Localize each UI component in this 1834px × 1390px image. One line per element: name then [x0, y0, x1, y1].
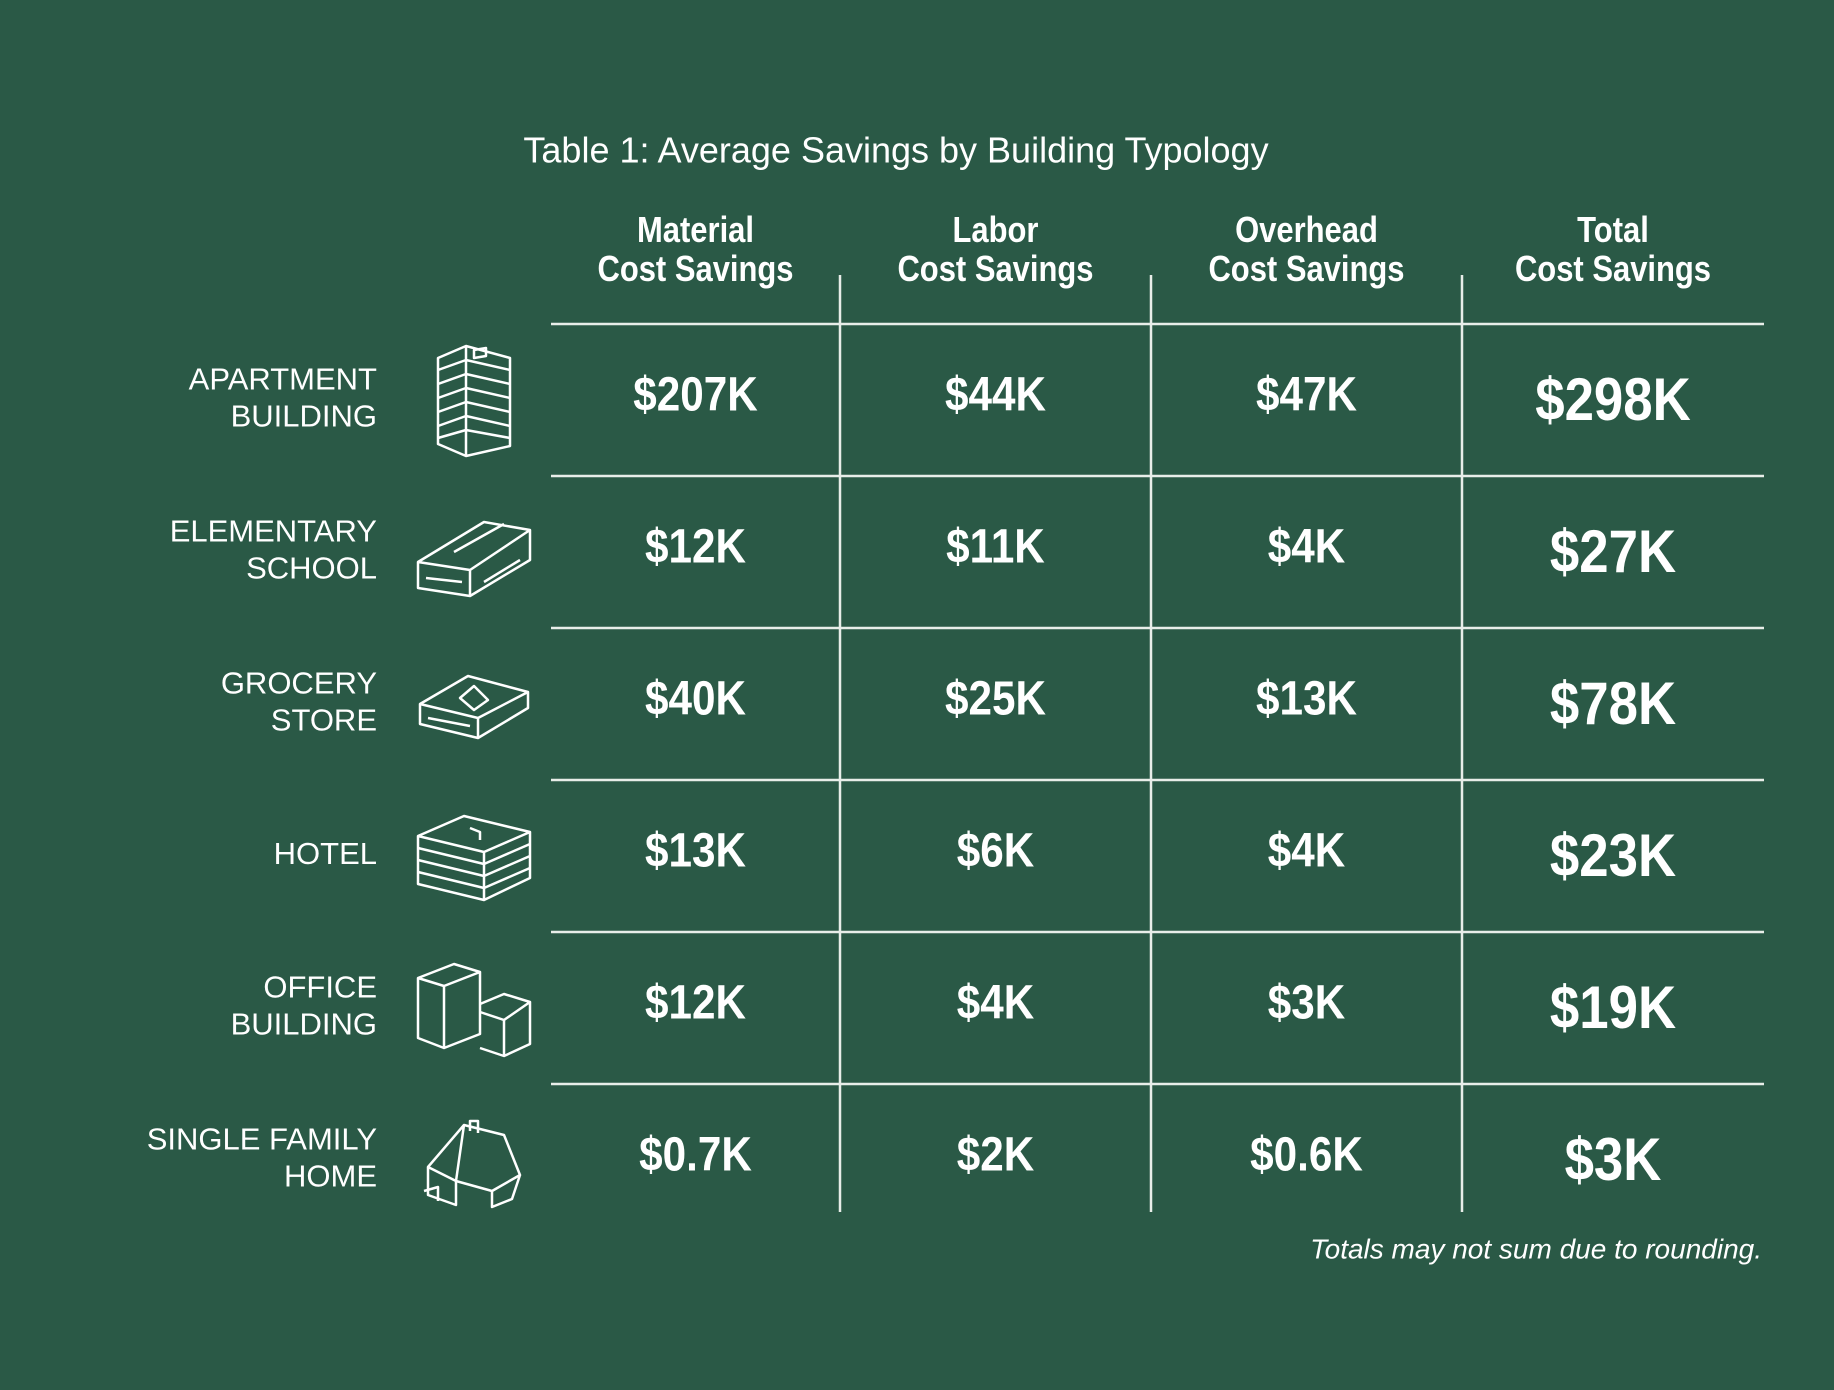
column-header: Material: [637, 211, 754, 251]
row-label: STORE: [271, 703, 377, 738]
total-value: $298K: [1535, 366, 1691, 433]
cell-value: $13K: [1256, 671, 1357, 725]
column-header: Labor: [953, 211, 1039, 251]
total-value: $27K: [1550, 518, 1676, 585]
row-label: BUILDING: [231, 399, 377, 434]
cell-value: $2K: [957, 1127, 1035, 1181]
column-header: Cost Savings: [1515, 250, 1711, 290]
total-value: $19K: [1550, 974, 1676, 1041]
cell-value: $25K: [945, 671, 1046, 725]
row-label: SINGLE FAMILY: [147, 1122, 377, 1157]
cell-value: $13K: [645, 823, 746, 877]
house-icon: [423, 1119, 522, 1209]
cell-value: $4K: [957, 975, 1035, 1029]
cell-value: $4K: [1268, 519, 1346, 573]
column-header: Cost Savings: [1208, 250, 1404, 290]
row-label: APARTMENT: [189, 362, 377, 397]
grocery-icon: [418, 674, 530, 740]
row-label: ELEMENTARY: [170, 514, 377, 549]
cell-value: $12K: [645, 975, 746, 1029]
total-value: $3K: [1565, 1126, 1662, 1193]
cell-value: $0.7K: [639, 1127, 752, 1181]
column-header: Overhead: [1235, 211, 1378, 251]
cell-value: $4K: [1268, 823, 1346, 877]
column-header: Cost Savings: [897, 250, 1093, 290]
cell-value: $47K: [1256, 367, 1357, 421]
icons: [416, 344, 532, 1209]
cell-value: $6K: [957, 823, 1035, 877]
hotel-icon: [416, 814, 532, 902]
row-label: SCHOOL: [246, 551, 377, 586]
total-value: $78K: [1550, 670, 1676, 737]
row-label: HOME: [284, 1159, 377, 1194]
cell-value: $12K: [645, 519, 746, 573]
cell-value: $0.6K: [1250, 1127, 1363, 1181]
footnote: Totals may not sum due to rounding.: [1310, 1233, 1762, 1264]
column-header: Cost Savings: [597, 250, 793, 290]
table-title: Table 1: Average Savings by Building Typ…: [523, 130, 1268, 171]
row-label: GROCERY: [221, 666, 377, 701]
cell-value: $40K: [645, 671, 746, 725]
office-icon: [416, 962, 532, 1058]
row-label: OFFICE: [263, 970, 377, 1005]
cell-value: $44K: [945, 367, 1046, 421]
column-header: Total: [1577, 211, 1649, 251]
cell-value: $11K: [946, 519, 1045, 573]
row-label: BUILDING: [231, 1007, 377, 1042]
row-label: HOTEL: [274, 836, 377, 871]
apartment-icon: [436, 344, 512, 458]
cell-value: $3K: [1268, 975, 1346, 1029]
cell-value: $207K: [633, 367, 758, 421]
school-icon: [416, 520, 532, 598]
total-value: $23K: [1550, 822, 1676, 889]
